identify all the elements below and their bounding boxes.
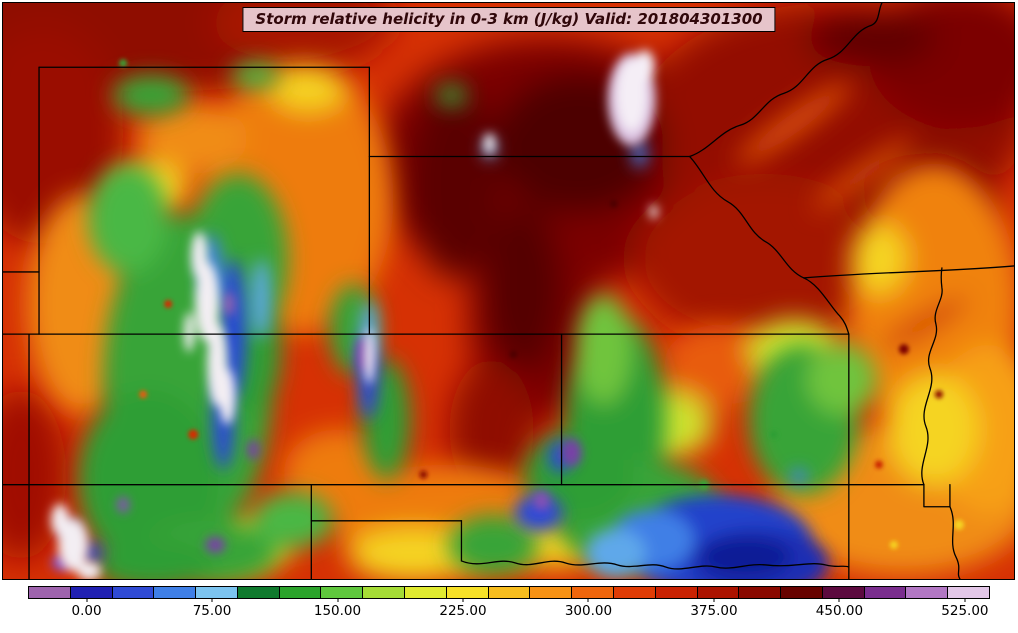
colorbar-tick-label: 0.00 <box>71 603 102 619</box>
colorbar-segment <box>279 587 322 598</box>
colorbar-tick-mark <box>86 599 88 602</box>
colorbar-segment <box>781 587 823 598</box>
colorbar-segment <box>697 587 740 598</box>
colorbar-segment <box>154 587 197 598</box>
colorbar-tick-mark <box>713 599 715 602</box>
colorbar-segment <box>948 587 989 598</box>
colorbar-segment <box>446 587 489 598</box>
colorbar-segment <box>112 587 155 598</box>
colorbar-segment <box>405 587 447 598</box>
map-title: Storm relative helicity in 0-3 km (J/kg)… <box>242 7 776 32</box>
colorbar-segment <box>572 587 614 598</box>
colorbar-segment <box>321 587 364 598</box>
colorbar-segment <box>488 587 531 598</box>
helicity-map-canvas <box>3 3 1014 579</box>
colorbar-segment <box>530 587 573 598</box>
field-white-patches <box>51 50 658 579</box>
colorbar-tick-mark <box>337 599 338 602</box>
colorbar-segment <box>822 587 865 598</box>
field-speckles <box>119 59 964 549</box>
colorbar-tick-label: 75.00 <box>192 603 232 619</box>
colorbar-segment <box>363 587 406 598</box>
colorbar-tick-label: 150.00 <box>313 603 362 619</box>
colorbar-tick-mark <box>838 599 840 602</box>
colorbar-tick-label: 450.00 <box>815 603 864 619</box>
colorbar-tick-label: 225.00 <box>439 603 487 619</box>
colorbar-tick-label: 375.00 <box>690 603 738 619</box>
colorbar-segment <box>613 587 656 598</box>
colorbar <box>28 586 990 599</box>
map-panel <box>2 2 1015 580</box>
colorbar-segment <box>655 587 698 598</box>
colorbar-segment <box>70 587 113 598</box>
state-borders <box>3 3 1014 579</box>
colorbar-segment <box>29 587 71 598</box>
colorbar-tick-mark <box>211 599 213 602</box>
field-darkred-blobs <box>3 3 1014 560</box>
colorbar-ticks: 0.00 75.00 150.00 225.00 300.00 375.00 450.00 5… <box>28 599 990 625</box>
colorbar-segment <box>196 587 238 598</box>
colorbar-segment <box>237 587 280 598</box>
colorbar-tick-label: 300.00 <box>564 603 613 619</box>
colorbar-segment <box>906 587 949 598</box>
colorbar-segment <box>739 587 782 598</box>
colorbar-tick-mark <box>964 599 966 602</box>
colorbar-tick-mark <box>587 599 589 602</box>
colorbar-tick-label: 525.00 <box>941 603 989 619</box>
colorbar-segment <box>864 587 907 598</box>
colorbar-tick-mark <box>462 599 464 602</box>
